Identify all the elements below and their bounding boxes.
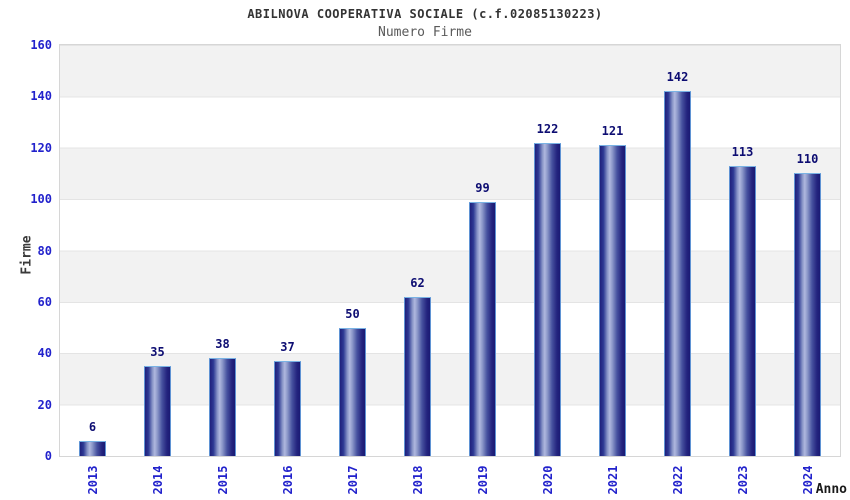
bar-value-label: 6 bbox=[88, 420, 97, 434]
bar-2018 bbox=[404, 297, 431, 456]
bar-2016 bbox=[274, 361, 301, 456]
x-tick-label: 2022 bbox=[670, 465, 685, 495]
x-tick-label: 2019 bbox=[475, 465, 490, 495]
bar-value-label: 121 bbox=[601, 124, 624, 138]
bar-value-label: 50 bbox=[345, 307, 360, 321]
bar-value-label: 38 bbox=[215, 337, 230, 351]
y-axis-ticks: 0 20 40 60 80 100 120 140 160 bbox=[0, 39, 52, 462]
x-tick-label: 2023 bbox=[735, 465, 750, 495]
y-tick-label: 140 bbox=[30, 89, 52, 104]
bar-2019 bbox=[469, 202, 496, 456]
bar-2014 bbox=[144, 366, 171, 456]
y-tick-label: 40 bbox=[37, 346, 52, 361]
x-tick-label: 2016 bbox=[280, 465, 295, 495]
y-tick-label: 100 bbox=[30, 192, 52, 207]
y-tick-label: 160 bbox=[30, 38, 52, 52]
bar-value-label: 99 bbox=[475, 181, 490, 195]
bar-value-label: 113 bbox=[731, 145, 754, 159]
chart-subtitle: Numero Firme bbox=[378, 25, 472, 40]
y-tick-label: 120 bbox=[30, 140, 52, 155]
x-tick-label: 2024 bbox=[800, 465, 815, 495]
bar-value-label: 62 bbox=[410, 276, 425, 290]
y-tick-label: 60 bbox=[37, 294, 52, 309]
x-tick-label: 2015 bbox=[215, 465, 230, 495]
bar-2015 bbox=[209, 358, 236, 456]
bar-value-label: 35 bbox=[150, 345, 165, 359]
bar-2020 bbox=[534, 143, 561, 456]
bar-2024 bbox=[794, 173, 821, 456]
bar-2017 bbox=[339, 328, 366, 456]
x-tick-label: 2014 bbox=[150, 465, 165, 495]
bar-2013 bbox=[79, 441, 106, 456]
bar-2023 bbox=[729, 166, 756, 456]
bar-value-label: 37 bbox=[280, 340, 295, 354]
bar-2022 bbox=[664, 91, 691, 456]
plot-area: 6 35 38 37 50 62 99 122 121 142 113 110 bbox=[59, 44, 841, 457]
y-tick-label: 20 bbox=[37, 397, 52, 412]
bar-2021 bbox=[599, 145, 626, 456]
y-tick-label: 0 bbox=[44, 449, 52, 463]
bar-value-label: 110 bbox=[796, 152, 819, 166]
x-tick-label: 2020 bbox=[540, 465, 555, 495]
x-tick-label: 2013 bbox=[85, 465, 100, 495]
x-tick-label: 2017 bbox=[345, 465, 360, 495]
x-axis-title: Anno bbox=[815, 482, 847, 497]
y-tick-label: 80 bbox=[37, 243, 52, 258]
chart-title: ABILNOVA COOPERATIVA SOCIALE (c.f.020851… bbox=[247, 7, 603, 21]
bar-value-label: 122 bbox=[536, 122, 559, 136]
bar-value-label: 142 bbox=[666, 70, 689, 84]
x-tick-label: 2021 bbox=[605, 465, 620, 495]
x-tick-label: 2018 bbox=[410, 465, 425, 495]
